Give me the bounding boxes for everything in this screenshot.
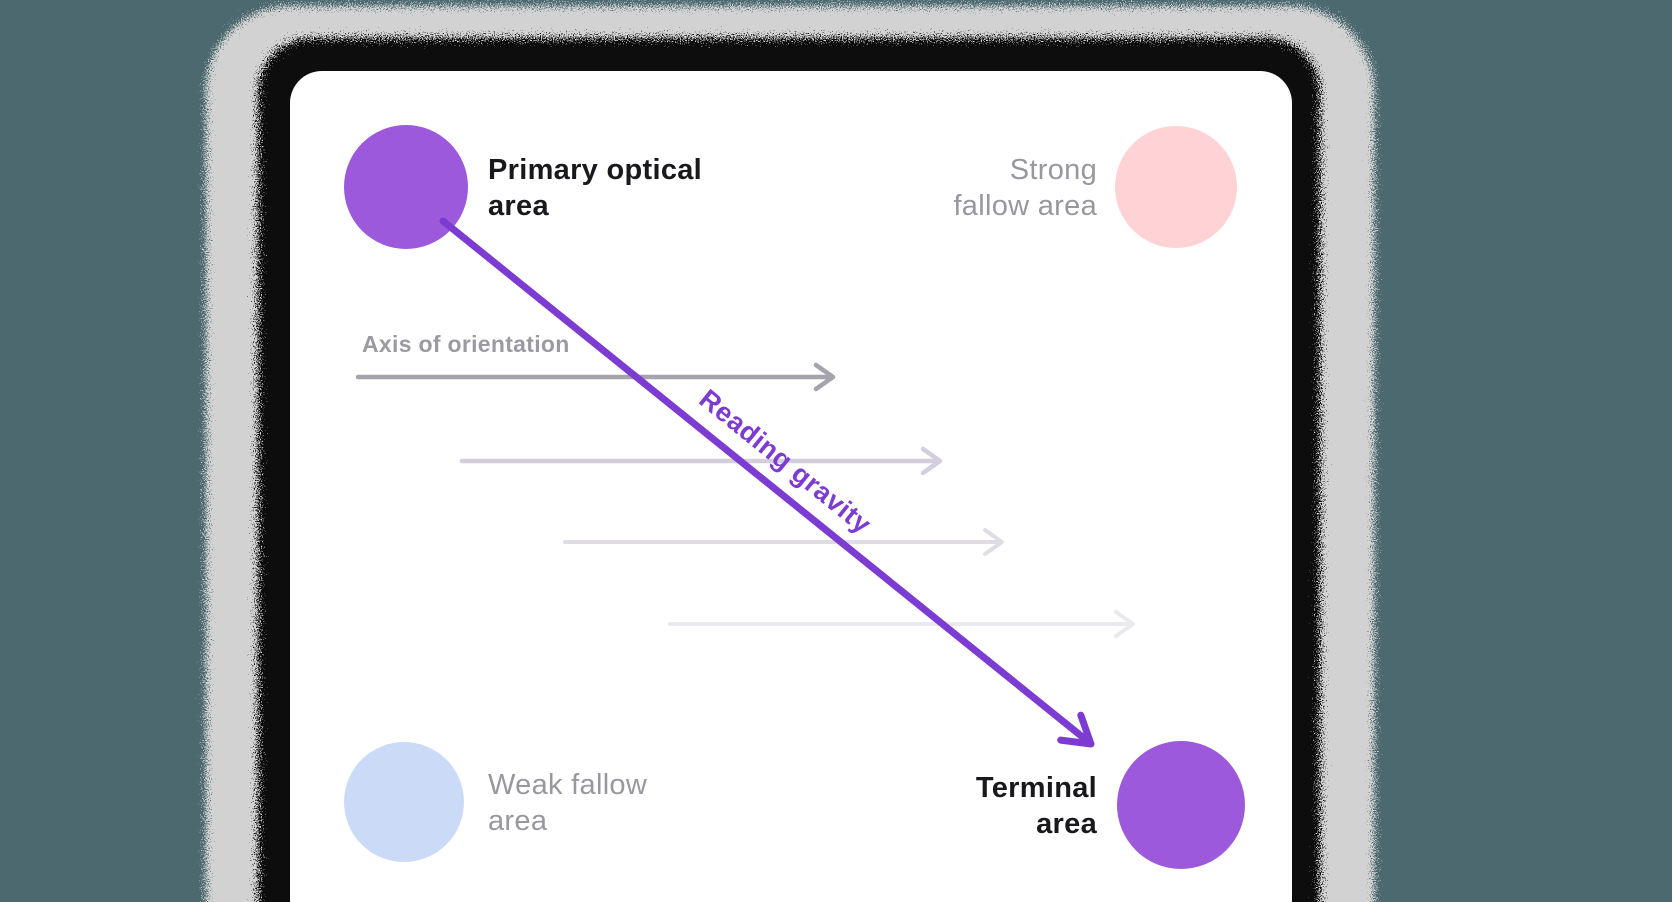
label-line: area bbox=[488, 190, 549, 222]
reading-gravity-arrow bbox=[439, 217, 1095, 748]
gutenberg-diagram-card: Primary optical area Strong fallow area … bbox=[290, 71, 1292, 902]
terminal-area-label: Terminal area bbox=[976, 770, 1097, 842]
strong-fallow-area-label: Strong fallow area bbox=[953, 152, 1097, 224]
label-line: Terminal bbox=[975, 772, 1097, 804]
terminal-area-circle bbox=[1117, 741, 1245, 869]
axis-arrow-1 bbox=[355, 362, 836, 392]
weak-fallow-area-label: Weak fallow area bbox=[488, 767, 647, 839]
label-line: area bbox=[488, 805, 548, 837]
primary-optical-area-label: Primary optical area bbox=[488, 152, 702, 224]
label-line: area bbox=[1036, 808, 1097, 840]
axis-arrow-4 bbox=[668, 610, 1135, 638]
arrows-layer bbox=[355, 217, 1135, 748]
weak-fallow-area-circle bbox=[344, 742, 464, 862]
strong-fallow-area-circle bbox=[1115, 126, 1237, 248]
axis-arrow-2 bbox=[459, 446, 943, 476]
axis-of-orientation-label: Axis of orientation bbox=[362, 331, 570, 357]
label-line: Strong bbox=[1009, 154, 1097, 186]
label-line: fallow area bbox=[953, 190, 1097, 222]
label-line: Primary optical bbox=[488, 154, 703, 186]
label-line: Weak fallow bbox=[488, 769, 648, 801]
axis-arrow-3 bbox=[563, 528, 1004, 556]
